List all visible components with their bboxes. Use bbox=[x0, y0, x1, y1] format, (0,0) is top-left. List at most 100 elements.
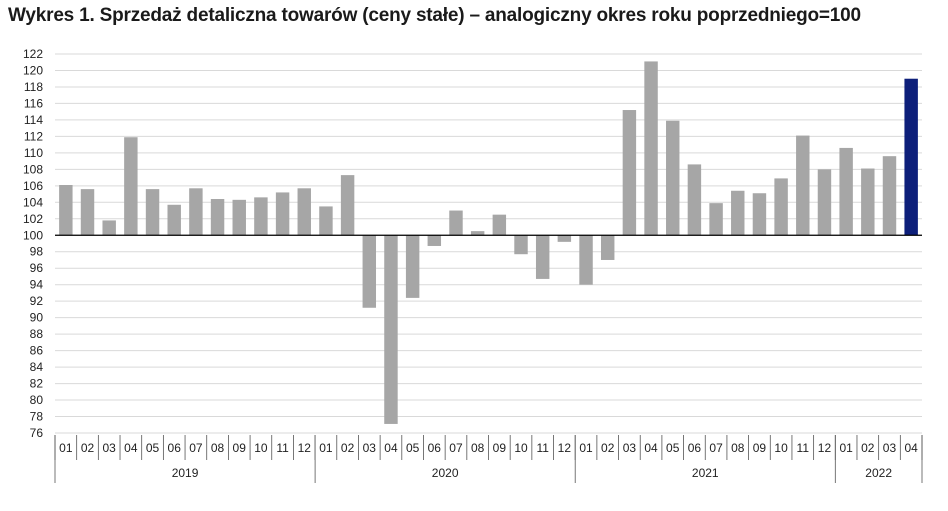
month-label: 01 bbox=[319, 441, 333, 455]
bar bbox=[817, 169, 832, 236]
year-label: 2022 bbox=[865, 466, 892, 480]
month-label: 06 bbox=[428, 441, 442, 455]
bar bbox=[340, 175, 355, 236]
bar bbox=[644, 61, 658, 236]
y-tick-label: 118 bbox=[24, 80, 43, 94]
month-label: 01 bbox=[839, 441, 853, 455]
month-label: 11 bbox=[536, 441, 549, 455]
bar bbox=[774, 178, 788, 236]
chart-title: Wykres 1. Sprzedaż detaliczna towarów (c… bbox=[8, 5, 861, 26]
month-label: 03 bbox=[363, 441, 377, 455]
y-tick-label: 90 bbox=[30, 311, 44, 325]
month-label: 02 bbox=[601, 441, 615, 455]
y-tick-label: 108 bbox=[23, 162, 43, 176]
bar bbox=[600, 235, 615, 260]
y-tick-label: 120 bbox=[23, 63, 43, 77]
bar bbox=[59, 185, 73, 236]
month-label: 03 bbox=[623, 441, 637, 455]
bar bbox=[861, 168, 875, 236]
bar bbox=[102, 220, 116, 236]
y-tick-label: 80 bbox=[30, 393, 44, 407]
y-tick-label: 94 bbox=[30, 278, 44, 292]
bar bbox=[752, 193, 767, 236]
month-label: 07 bbox=[709, 441, 723, 455]
bar bbox=[882, 156, 897, 236]
month-label: 08 bbox=[731, 441, 745, 455]
bar bbox=[535, 235, 550, 279]
month-label: 12 bbox=[818, 441, 832, 455]
y-tick-label: 86 bbox=[30, 344, 44, 358]
bar bbox=[839, 147, 853, 236]
month-label: 03 bbox=[883, 441, 897, 455]
month-label: 06 bbox=[688, 441, 702, 455]
month-label: 10 bbox=[774, 441, 788, 455]
year-label: 2021 bbox=[692, 466, 719, 480]
bar bbox=[666, 120, 680, 236]
bar bbox=[80, 189, 95, 236]
y-tick-label: 82 bbox=[30, 377, 44, 391]
month-label: 05 bbox=[146, 441, 160, 455]
month-label: 10 bbox=[514, 441, 528, 455]
bar bbox=[514, 235, 528, 255]
bar bbox=[297, 188, 311, 236]
bar bbox=[904, 78, 918, 236]
month-label: 02 bbox=[341, 441, 355, 455]
bar bbox=[167, 204, 181, 236]
bar bbox=[362, 235, 377, 308]
bar bbox=[492, 214, 507, 236]
bar bbox=[449, 210, 463, 236]
y-tick-label: 122 bbox=[23, 47, 43, 61]
y-tick-label: 88 bbox=[30, 327, 44, 341]
y-tick-label: 98 bbox=[30, 245, 44, 259]
month-label: 04 bbox=[644, 441, 658, 455]
bar bbox=[232, 199, 246, 236]
y-tick-label: 104 bbox=[23, 195, 43, 209]
bar bbox=[687, 164, 702, 236]
y-tick-label: 100 bbox=[23, 228, 43, 242]
month-label: 07 bbox=[189, 441, 203, 455]
month-label: 01 bbox=[59, 441, 73, 455]
month-label: 09 bbox=[233, 441, 247, 455]
y-tick-label: 110 bbox=[24, 146, 43, 160]
bar bbox=[731, 190, 745, 236]
year-label: 2019 bbox=[172, 466, 199, 480]
month-label: 10 bbox=[254, 441, 268, 455]
month-label: 09 bbox=[493, 441, 507, 455]
y-tick-label: 92 bbox=[30, 294, 44, 308]
month-label: 04 bbox=[124, 441, 138, 455]
bar bbox=[427, 235, 442, 246]
bar bbox=[319, 206, 333, 236]
y-tick-label: 114 bbox=[24, 113, 43, 127]
y-tick-label: 84 bbox=[30, 360, 44, 374]
month-label: 05 bbox=[406, 441, 420, 455]
month-label: 07 bbox=[449, 441, 463, 455]
month-label: 04 bbox=[384, 441, 398, 455]
month-label: 02 bbox=[81, 441, 95, 455]
bar bbox=[579, 235, 593, 285]
bar bbox=[709, 203, 723, 236]
bar bbox=[557, 235, 572, 242]
month-label: 02 bbox=[861, 441, 875, 455]
month-label: 12 bbox=[298, 441, 312, 455]
bar bbox=[405, 235, 420, 298]
month-label: 09 bbox=[753, 441, 767, 455]
y-tick-label: 76 bbox=[30, 426, 44, 440]
year-label: 2020 bbox=[432, 466, 459, 480]
bar bbox=[622, 110, 637, 236]
bar bbox=[275, 192, 290, 236]
month-label: 05 bbox=[666, 441, 680, 455]
month-label: 11 bbox=[797, 441, 810, 455]
bar bbox=[124, 137, 138, 236]
bar bbox=[384, 235, 398, 424]
bar bbox=[189, 188, 203, 236]
month-label: 04 bbox=[904, 441, 918, 455]
month-label: 12 bbox=[558, 441, 572, 455]
month-label: 08 bbox=[211, 441, 225, 455]
y-tick-label: 116 bbox=[24, 96, 43, 110]
y-tick-label: 106 bbox=[23, 179, 43, 193]
month-label: 03 bbox=[103, 441, 117, 455]
month-label: 01 bbox=[579, 441, 593, 455]
bar bbox=[254, 197, 268, 236]
month-label: 11 bbox=[276, 441, 289, 455]
